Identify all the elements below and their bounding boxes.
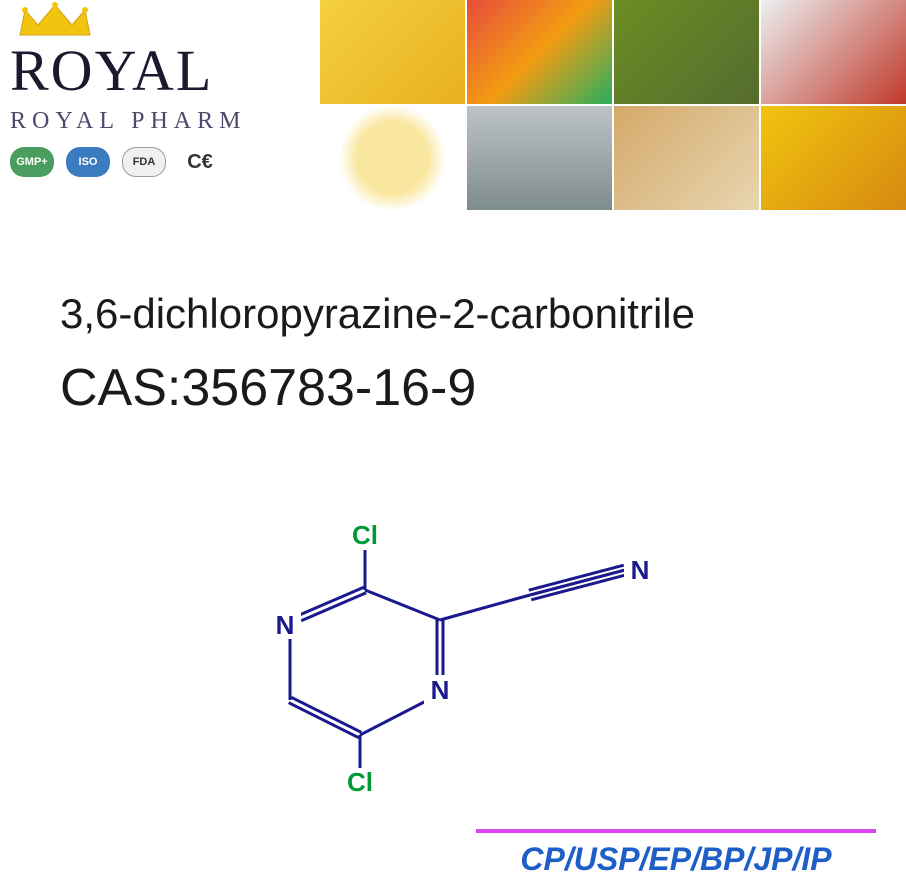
cas-number: CAS:356783-16-9 xyxy=(60,358,846,418)
product-image-1 xyxy=(320,0,465,104)
footer-divider xyxy=(476,829,876,833)
content-area: 3,6-dichloropyrazine-2-carbonitrile CAS:… xyxy=(0,210,906,498)
footer: CP/USP/EP/BP/JP/IP xyxy=(476,829,876,882)
molecular-structure: Cl N N Cl N xyxy=(0,460,906,860)
brand-subtitle: ROYAL PHARM xyxy=(10,108,310,135)
iso-badge: ISO xyxy=(66,147,110,177)
ce-badge: C€ xyxy=(178,147,222,177)
footer-standards: CP/USP/EP/BP/JP/IP xyxy=(476,841,876,882)
svg-text:Cl: Cl xyxy=(347,767,373,797)
gmp-badge: GMP+ xyxy=(10,147,54,177)
svg-text:N: N xyxy=(276,610,295,640)
brand-name: ROYAL xyxy=(10,37,310,104)
compound-name: 3,6-dichloropyrazine-2-carbonitrile xyxy=(60,290,846,338)
crown-icon xyxy=(10,0,100,40)
svg-text:N: N xyxy=(431,675,450,705)
badges-row: GMP+ ISO FDA C€ xyxy=(10,147,310,177)
svg-text:N: N xyxy=(631,555,650,585)
product-image-5 xyxy=(320,106,465,210)
product-image-8 xyxy=(761,106,906,210)
product-image-grid xyxy=(320,0,906,210)
header: ROYAL ROYAL PHARM GMP+ ISO FDA C€ xyxy=(0,0,906,210)
product-image-4 xyxy=(761,0,906,104)
product-image-6 xyxy=(467,106,612,210)
product-image-2 xyxy=(467,0,612,104)
product-image-3 xyxy=(614,0,759,104)
logo-section: ROYAL ROYAL PHARM GMP+ ISO FDA C€ xyxy=(0,0,320,210)
fda-badge: FDA xyxy=(122,147,166,177)
product-image-7 xyxy=(614,106,759,210)
svg-text:Cl: Cl xyxy=(352,520,378,550)
